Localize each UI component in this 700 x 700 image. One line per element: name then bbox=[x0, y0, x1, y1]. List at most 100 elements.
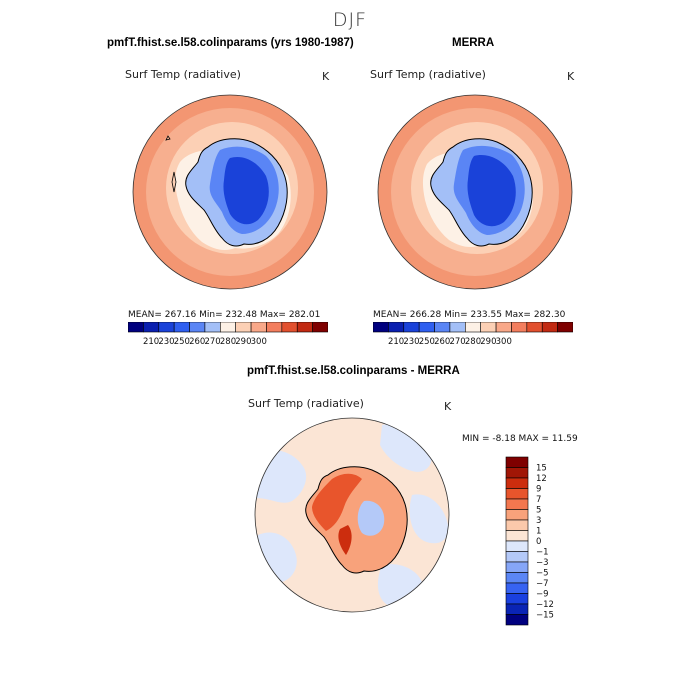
colorbar-swatch bbox=[505, 572, 529, 584]
colorbar-swatch bbox=[480, 322, 497, 333]
panel2-colorbar-swatches bbox=[373, 322, 573, 333]
panel1-colorbar-ticks: 210 230 250 260 270 280 290 300 bbox=[143, 337, 267, 347]
colorbar-swatch bbox=[281, 322, 298, 333]
panel3-cool-patch-east bbox=[409, 494, 449, 544]
panel3-units-label: K bbox=[444, 400, 452, 413]
colorbar-tick-label: 1 bbox=[536, 527, 541, 537]
colorbar-tick-label: 15 bbox=[536, 464, 547, 474]
colorbar-swatch bbox=[505, 603, 529, 615]
colorbar-swatch bbox=[505, 488, 529, 500]
panel2-stats: MEAN= 266.28 Min= 233.55 Max= 282.30 bbox=[373, 310, 566, 320]
colorbar-tick-label: 210 bbox=[143, 337, 159, 347]
colorbar-tick-label: 270 bbox=[204, 337, 220, 347]
colorbar-tick-label: 280 bbox=[465, 337, 481, 347]
colorbar-tick-label: 260 bbox=[189, 337, 205, 347]
colorbar-swatch bbox=[505, 582, 529, 594]
panel2-colorbar: 210 230 250 260 270 280 290 300 bbox=[373, 322, 573, 347]
page-title: DJF bbox=[332, 9, 368, 31]
colorbar-swatch bbox=[505, 561, 529, 573]
panel2-colorbar-ticks: 210 230 250 260 270 280 290 300 bbox=[388, 337, 512, 347]
colorbar-swatch bbox=[418, 322, 435, 333]
colorbar-tick-label: 9 bbox=[536, 485, 541, 495]
colorbar-swatch bbox=[128, 322, 144, 333]
colorbar-swatch bbox=[388, 322, 405, 333]
colorbar-tick-label: −5 bbox=[536, 569, 549, 579]
panel1-variable-label: Surf Temp (radiative) bbox=[125, 68, 241, 81]
panel1-colorbar-swatches bbox=[128, 322, 328, 333]
colorbar-swatch bbox=[505, 519, 529, 531]
colorbar-tick-label: 0 bbox=[536, 537, 541, 547]
colorbar-tick-label: 5 bbox=[536, 506, 541, 516]
colorbar-tick-label: 250 bbox=[174, 337, 190, 347]
panel3-cool-patch-north bbox=[380, 424, 432, 472]
panel3-title: pmfT.fhist.se.l58.colinparams - MERRA bbox=[247, 365, 460, 377]
colorbar-swatch bbox=[505, 498, 529, 510]
colorbar-swatch bbox=[495, 322, 512, 333]
colorbar-swatch bbox=[505, 509, 529, 521]
panel2-map bbox=[377, 94, 573, 290]
colorbar-swatch bbox=[505, 593, 529, 605]
colorbar-tick-label: 7 bbox=[536, 495, 541, 505]
colorbar-tick-label: 290 bbox=[480, 337, 496, 347]
colorbar-swatch bbox=[557, 322, 573, 333]
colorbar-swatch bbox=[541, 322, 558, 333]
colorbar-swatch bbox=[505, 467, 529, 479]
colorbar-swatch bbox=[505, 540, 529, 552]
colorbar-tick-label: −1 bbox=[536, 548, 549, 558]
colorbar-tick-label: 210 bbox=[388, 337, 404, 347]
colorbar-swatch bbox=[403, 322, 420, 333]
colorbar-tick-label: 290 bbox=[235, 337, 251, 347]
colorbar-tick-label: −9 bbox=[536, 590, 549, 600]
panel1-colorbar: 210 230 250 260 270 280 290 300 bbox=[128, 322, 328, 347]
panel3-cool-anomaly-interior bbox=[357, 500, 385, 536]
colorbar-swatch bbox=[465, 322, 481, 333]
colorbar-swatch bbox=[296, 322, 313, 333]
panel2-title: MERRA bbox=[452, 37, 495, 49]
colorbar-swatch bbox=[373, 322, 389, 333]
colorbar-swatch bbox=[204, 322, 221, 333]
colorbar-tick-label: 230 bbox=[403, 337, 419, 347]
colorbar-swatch bbox=[505, 614, 529, 626]
colorbar-tick-label: 250 bbox=[419, 337, 435, 347]
panel2-ice-sheet-cold bbox=[467, 155, 516, 227]
panel3-colorbar-swatches bbox=[505, 456, 529, 626]
panel3-map bbox=[254, 417, 450, 613]
colorbar-tick-label: 300 bbox=[496, 337, 512, 347]
colorbar-swatch bbox=[526, 322, 543, 333]
colorbar-swatch bbox=[505, 551, 529, 563]
colorbar-tick-label: 12 bbox=[536, 474, 547, 484]
colorbar-swatch bbox=[143, 322, 160, 333]
colorbar-tick-label: −12 bbox=[536, 600, 554, 610]
colorbar-tick-label: 270 bbox=[449, 337, 465, 347]
panel2-map-border bbox=[377, 94, 573, 290]
panel3-map-border bbox=[254, 417, 450, 613]
colorbar-tick-label: 260 bbox=[434, 337, 450, 347]
panel3-variable-label: Surf Temp (radiative) bbox=[248, 397, 364, 410]
colorbar-swatch bbox=[449, 322, 466, 333]
colorbar-swatch bbox=[266, 322, 283, 333]
colorbar-swatch bbox=[505, 530, 529, 542]
colorbar-swatch bbox=[158, 322, 175, 333]
panel3-stats: MIN = -8.18 MAX = 11.59 bbox=[462, 434, 578, 444]
colorbar-tick-label: 3 bbox=[536, 516, 541, 526]
colorbar-swatch bbox=[250, 322, 267, 333]
panel1-stats: MEAN= 267.16 Min= 232.48 Max= 282.01 bbox=[128, 310, 321, 320]
colorbar-tick-label: 300 bbox=[251, 337, 267, 347]
colorbar-swatch bbox=[312, 322, 328, 333]
colorbar-swatch bbox=[220, 322, 236, 333]
panel1-map-border bbox=[132, 94, 328, 290]
colorbar-swatch bbox=[505, 456, 529, 468]
panel3-warm-anomaly-peninsula bbox=[338, 525, 352, 555]
panel1-units-label: K bbox=[322, 70, 330, 83]
panel1-ice-sheet-cold bbox=[223, 156, 269, 225]
colorbar-tick-label: −7 bbox=[536, 579, 549, 589]
colorbar-swatch bbox=[235, 322, 252, 333]
colorbar-swatch bbox=[189, 322, 206, 333]
colorbar-tick-label: 230 bbox=[158, 337, 174, 347]
colorbar-tick-label: −15 bbox=[536, 611, 554, 621]
colorbar-tick-label: 280 bbox=[220, 337, 236, 347]
panel2-variable-label: Surf Temp (radiative) bbox=[370, 68, 486, 81]
colorbar-swatch bbox=[505, 477, 529, 489]
